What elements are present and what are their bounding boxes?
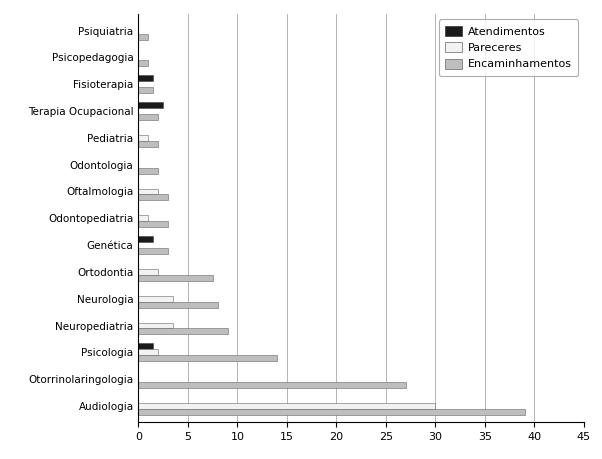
Bar bbox=[138, 248, 168, 254]
Bar bbox=[138, 61, 148, 66]
Legend: Atendimentos, Pareceres, Encaminhamentos: Atendimentos, Pareceres, Encaminhamentos bbox=[439, 19, 579, 76]
Bar bbox=[138, 343, 154, 349]
Bar bbox=[138, 275, 213, 281]
Bar bbox=[138, 114, 158, 120]
Bar bbox=[138, 269, 158, 275]
Bar bbox=[138, 323, 173, 329]
Bar bbox=[138, 221, 168, 227]
Bar bbox=[138, 34, 148, 39]
Bar bbox=[138, 236, 154, 242]
Bar bbox=[138, 329, 228, 334]
Bar bbox=[138, 382, 406, 388]
Bar bbox=[138, 168, 158, 174]
Bar bbox=[138, 355, 277, 361]
Bar bbox=[138, 75, 154, 81]
Bar bbox=[138, 403, 435, 409]
Bar bbox=[138, 135, 148, 141]
Bar bbox=[138, 102, 163, 108]
Bar bbox=[138, 215, 148, 221]
Bar bbox=[138, 296, 173, 302]
Bar bbox=[138, 349, 158, 355]
Bar bbox=[138, 302, 218, 308]
Bar bbox=[138, 141, 158, 147]
Bar bbox=[138, 189, 158, 195]
Bar bbox=[138, 409, 524, 415]
Bar bbox=[138, 195, 168, 200]
Bar bbox=[138, 87, 154, 93]
